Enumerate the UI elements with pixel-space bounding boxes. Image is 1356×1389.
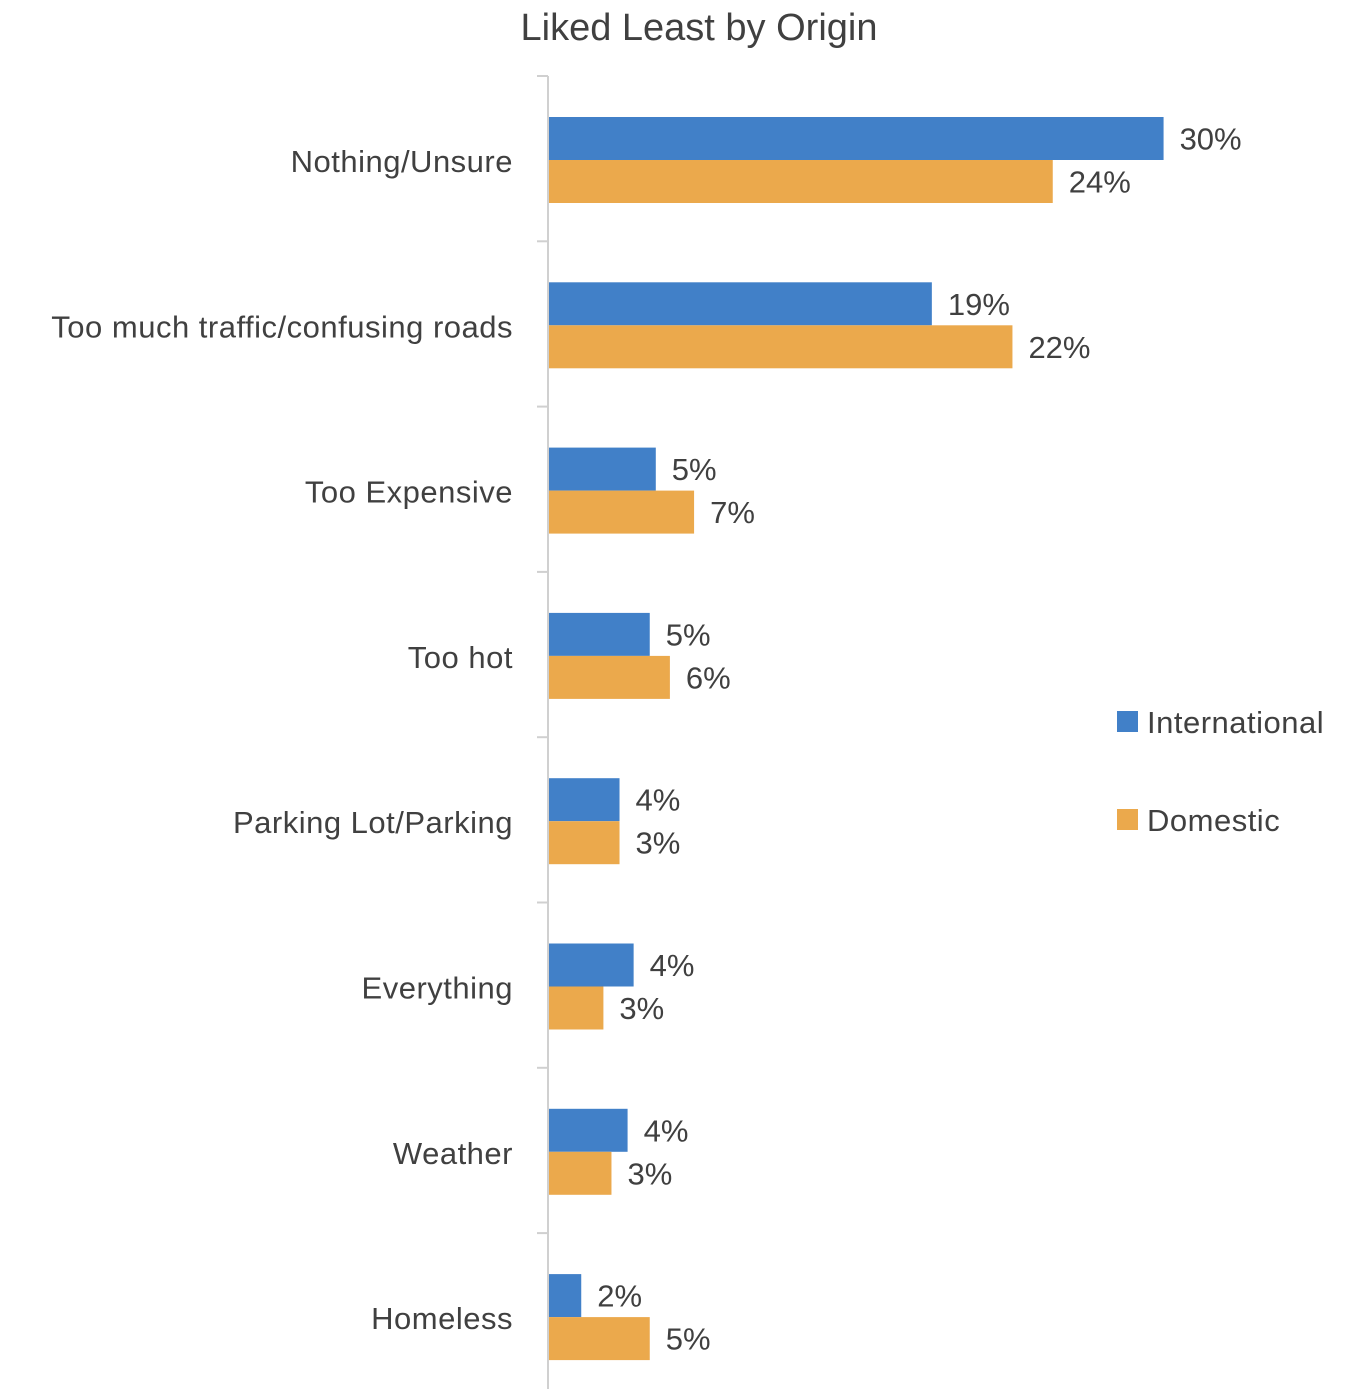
bar-international (549, 1274, 582, 1318)
data-label: 2% (597, 1279, 642, 1314)
chart-title: Liked Least by Origin (521, 7, 878, 49)
bar-international (549, 282, 932, 326)
data-label: 6% (686, 660, 731, 695)
category-axis-ticks (537, 75, 548, 1235)
data-label: 3% (636, 826, 681, 861)
bar-international (549, 943, 634, 987)
data-label: 24% (1069, 165, 1131, 200)
bar-domestic (549, 821, 620, 865)
data-label: 19% (948, 287, 1010, 322)
category-label: Weather (393, 1136, 513, 1171)
category-label: Too much traffic/confusing roads (51, 309, 513, 344)
category-label: Too Expensive (305, 475, 513, 510)
data-label: 5% (672, 452, 717, 487)
bar-domestic (549, 986, 604, 1030)
legend-label-domestic: Domestic (1147, 803, 1280, 838)
category-label: Parking Lot/Parking (233, 805, 513, 840)
category-label: Everything (362, 971, 513, 1006)
data-label: 30% (1180, 122, 1242, 157)
category-label: Too hot (408, 640, 513, 675)
category-labels: Nothing/Unsure Too much traffic/confusing… (51, 144, 513, 1336)
data-label: 5% (666, 617, 711, 652)
data-labels: 30% 24% 19% 22% 5% 7% 5% 6% 4% 3% 4% 3% 4% 3% 2% 5% (597, 122, 1241, 1357)
data-label: 4% (644, 1113, 689, 1148)
category-label: Nothing/Unsure (291, 144, 513, 179)
legend-label-international: International (1147, 705, 1324, 740)
legend: International Domestic (1117, 705, 1324, 838)
data-label: 22% (1028, 330, 1090, 365)
bar-international (549, 1108, 628, 1152)
legend-swatch-domestic (1117, 809, 1138, 830)
category-label: Homeless (371, 1301, 513, 1336)
data-label: 3% (627, 1156, 672, 1191)
bar-international (549, 612, 650, 656)
bar-domestic (549, 160, 1053, 203)
data-label: 4% (636, 783, 681, 818)
bar-domestic (549, 1151, 612, 1195)
data-label: 5% (666, 1322, 711, 1357)
data-label: 3% (619, 991, 664, 1026)
bar-domestic (549, 1317, 650, 1361)
legend-swatch-international (1117, 711, 1138, 732)
data-label: 7% (710, 495, 755, 530)
bar-international (549, 447, 656, 491)
bar-international (549, 117, 1164, 160)
data-label: 4% (650, 948, 695, 983)
bar-series (549, 117, 1164, 1361)
bar-domestic (549, 490, 695, 534)
bar-domestic (549, 655, 670, 699)
bar-international (549, 778, 620, 822)
bar-domestic (549, 325, 1013, 369)
